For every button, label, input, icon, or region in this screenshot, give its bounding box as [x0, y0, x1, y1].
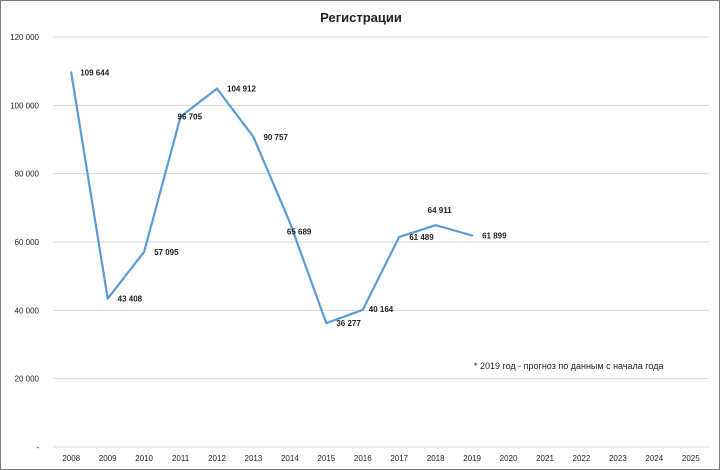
data-label: 90 757	[263, 133, 288, 142]
x-tick-label: 2023	[609, 454, 627, 463]
chart-title: Регистрации	[320, 10, 402, 25]
x-tick-label: 2024	[645, 454, 663, 463]
x-tick-label: 2022	[573, 454, 591, 463]
x-tick-label: 2015	[317, 454, 335, 463]
data-label: 61 899	[482, 232, 507, 241]
y-tick-label: 20 000	[15, 375, 40, 384]
data-label: 104 912	[227, 85, 256, 94]
gridlines	[53, 36, 709, 448]
x-tick-label: 2021	[536, 454, 554, 463]
data-label: 43 408	[118, 295, 143, 304]
x-tick-label: 2008	[62, 454, 80, 463]
y-axis-tick-labels: - 20 000 40 000 60 000 80 000 100 000 120 000	[10, 33, 39, 452]
x-tick-label: 2020	[500, 454, 518, 463]
x-tick-label: 2010	[135, 454, 153, 463]
x-tick-label: 2019	[463, 454, 481, 463]
series-lines	[70, 71, 474, 325]
x-tick-label: 2014	[281, 454, 299, 463]
data-label: 61 489	[409, 233, 434, 242]
data-label: 96 705	[178, 113, 203, 122]
data-label: 57 095	[154, 248, 179, 257]
data-label: 65 689	[287, 228, 312, 237]
y-tick-label: 40 000	[15, 306, 40, 315]
data-labels: 109 644 43 408 57 095 96 705 104 912 90 757 65…	[80, 68, 507, 328]
x-tick-label: 2013	[245, 454, 263, 463]
y-tick-label: -	[36, 443, 39, 452]
data-label: 109 644	[80, 68, 109, 77]
y-tick-label: 80 000	[15, 170, 40, 179]
y-tick-label: 100 000	[10, 101, 39, 110]
data-label: 36 277	[336, 319, 361, 328]
x-tick-label: 2009	[99, 454, 117, 463]
data-label: 40 164	[369, 305, 394, 314]
x-axis-tick-labels: 2008 2009 2010 2011 2012 2013 2014 2015 2016 2017…	[62, 454, 700, 463]
data-label: 64 911	[428, 206, 453, 215]
x-tick-label: 2012	[208, 454, 226, 463]
series-line	[70, 71, 474, 325]
x-tick-label: 2017	[390, 454, 408, 463]
forecast-note: * 2019 год - прогноз по данным с начала …	[474, 361, 663, 371]
x-tick-label: 2025	[682, 454, 700, 463]
y-tick-label: 60 000	[15, 238, 40, 247]
x-tick-label: 2018	[427, 454, 445, 463]
x-tick-label: 2016	[354, 454, 372, 463]
x-tick-label: 2011	[172, 454, 190, 463]
y-tick-label: 120 000	[10, 33, 39, 42]
